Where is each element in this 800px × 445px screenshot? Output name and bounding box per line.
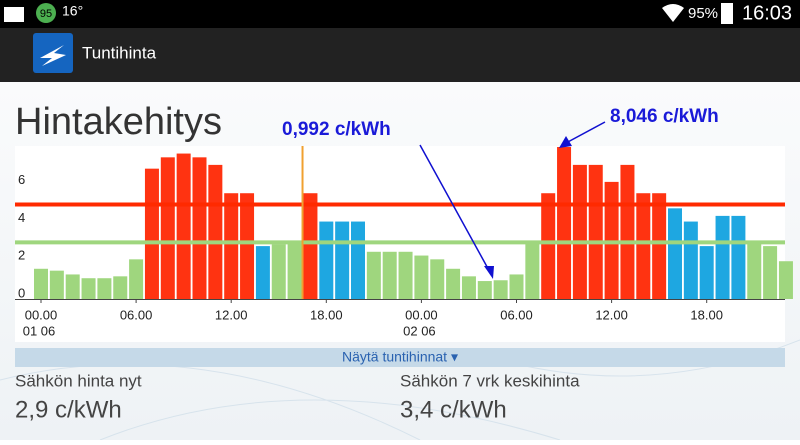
bar	[588, 164, 603, 299]
clock: 16:03	[742, 2, 792, 24]
toggle-bar[interactable]	[15, 348, 785, 367]
arrowhead	[484, 266, 494, 279]
bar	[747, 242, 762, 299]
bar	[398, 251, 413, 299]
stat-label: Sähkön 7 vrk keskihinta	[400, 371, 580, 390]
bar	[351, 221, 365, 299]
bar	[414, 255, 429, 299]
x-tick-label: 18.00	[690, 307, 723, 322]
status-icon	[4, 7, 24, 22]
x-tick-label: 12.00	[595, 307, 628, 322]
y-tick-label: 4	[18, 210, 25, 225]
badge	[36, 3, 56, 23]
bar	[97, 278, 112, 299]
bar	[49, 270, 64, 299]
status-bar	[0, 0, 800, 28]
x-date-label: 02 06	[403, 323, 436, 338]
app-bar	[0, 28, 800, 82]
annotation: 8,046 c/kWh	[610, 106, 719, 127]
bar	[366, 251, 381, 299]
x-date-label: 01 06	[23, 323, 56, 338]
bar	[335, 221, 350, 299]
bar	[81, 278, 96, 299]
bar	[636, 193, 651, 299]
bar	[240, 193, 255, 299]
bar	[652, 193, 667, 299]
bar	[382, 251, 397, 299]
battery-icon	[721, 3, 733, 24]
bar	[129, 259, 144, 299]
bar	[176, 153, 191, 299]
annotation: 0,992 c/kWh	[282, 119, 391, 140]
stat-value: 2,9 c/kWh	[15, 396, 122, 423]
bar	[731, 215, 746, 299]
x-tick-label: 00.00	[25, 307, 58, 322]
bar	[525, 242, 540, 299]
bar	[430, 259, 445, 299]
x-tick-label: 00.00	[405, 307, 438, 322]
arrow	[419, 144, 492, 275]
temperature: 16°	[62, 3, 83, 19]
bar	[144, 168, 159, 299]
app-icon-glyph	[40, 45, 66, 66]
bar	[319, 221, 334, 299]
bar	[778, 261, 793, 299]
bar	[113, 276, 128, 299]
bar	[683, 221, 698, 299]
bar	[557, 147, 572, 299]
bar	[271, 244, 286, 299]
bar	[65, 274, 80, 299]
heading: Hintakehitys	[15, 101, 222, 143]
bar	[192, 157, 207, 299]
y-tick-label: 2	[18, 248, 25, 263]
app-title: Tuntihinta	[82, 43, 157, 62]
arrow	[565, 121, 606, 144]
stat-label: Sähkön hinta nyt	[15, 371, 142, 390]
wifi	[662, 4, 684, 22]
bar	[477, 281, 492, 299]
chart: 0 2 4 6 00.00 06.00 12.00 18.00 00.00 06.00 12.00 1…	[15, 106, 793, 338]
x-tick-label: 06.00	[120, 307, 153, 322]
x-tick-label: 06.00	[500, 307, 533, 322]
bar	[461, 276, 476, 299]
battery: 95%	[688, 5, 718, 22]
bar	[493, 280, 508, 299]
bar	[509, 274, 524, 299]
bar	[699, 246, 714, 299]
bar	[715, 215, 730, 299]
x-tick-label: 12.00	[215, 307, 248, 322]
x-tick-label: 18.00	[310, 307, 343, 322]
arrowhead	[559, 136, 572, 148]
bar	[541, 193, 556, 299]
badge-text: 95	[40, 8, 52, 20]
y-tick-label: 6	[18, 172, 25, 187]
toggle[interactable]: Näytä tuntihinnat ▾	[342, 349, 458, 365]
bar	[763, 246, 778, 299]
stat-value: 3,4 c/kWh	[400, 396, 507, 423]
y-tick-label: 0	[18, 285, 25, 300]
bar	[255, 246, 270, 299]
bar	[160, 157, 175, 299]
bar	[620, 164, 635, 299]
bar	[572, 164, 587, 299]
bar	[446, 268, 461, 299]
bar	[303, 193, 318, 299]
bar	[34, 268, 48, 299]
bar	[224, 193, 239, 299]
bar	[208, 164, 223, 299]
bar	[668, 208, 682, 299]
bar	[287, 242, 302, 299]
